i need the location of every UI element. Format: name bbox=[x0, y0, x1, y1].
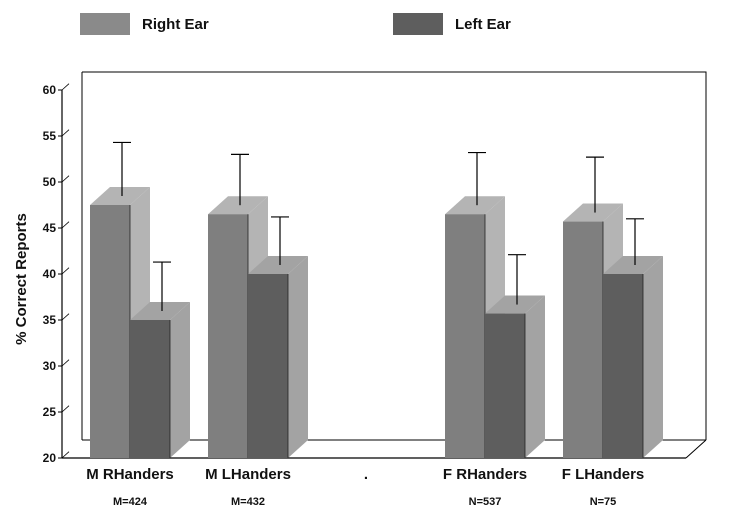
y-tick-label: 40 bbox=[43, 267, 57, 281]
chart-floor-right-edge bbox=[685, 439, 707, 459]
legend-swatch-right-ear bbox=[80, 13, 130, 35]
x-category-label: . bbox=[364, 466, 368, 483]
y-tick-depth bbox=[61, 405, 70, 413]
y-tick-label: 30 bbox=[43, 359, 57, 373]
bar-front-face bbox=[130, 320, 170, 458]
bar-top-face bbox=[130, 302, 190, 320]
sample-size-label: M=424 bbox=[113, 496, 148, 508]
sample-size-label: M=432 bbox=[231, 496, 265, 508]
y-tick-label: 25 bbox=[43, 405, 57, 419]
bar-top-face bbox=[563, 203, 623, 222]
y-tick-depth bbox=[61, 313, 70, 321]
bar-left-ear-4 bbox=[603, 256, 663, 458]
bar-side-face bbox=[170, 302, 190, 458]
y-tick-depth bbox=[61, 451, 70, 459]
y-tick-depth bbox=[61, 359, 70, 367]
legend-swatch-left-ear bbox=[393, 13, 443, 35]
y-tick-depth bbox=[61, 129, 70, 137]
bar-top-face bbox=[445, 196, 505, 215]
x-category-label: F LHanders bbox=[562, 466, 645, 483]
sample-size-label: N=537 bbox=[469, 496, 502, 508]
y-tick-depth bbox=[61, 221, 70, 229]
bar-left-ear-3 bbox=[485, 295, 545, 458]
y-tick-label: 45 bbox=[43, 221, 57, 235]
y-axis-title: % Correct Reports bbox=[13, 213, 30, 345]
y-tick-label: 55 bbox=[43, 129, 57, 143]
bar-top-face bbox=[90, 187, 150, 205]
bar-front-face bbox=[603, 274, 643, 458]
bar-left-ear-1 bbox=[248, 256, 308, 458]
bar-top-face bbox=[248, 256, 308, 274]
chart-wall-border bbox=[82, 71, 707, 440]
x-category-label: M LHanders bbox=[205, 466, 291, 483]
x-category-label: F RHanders bbox=[443, 466, 527, 483]
y-tick-label: 50 bbox=[43, 175, 57, 189]
bar-front-face bbox=[208, 214, 248, 458]
bar-side-face bbox=[525, 295, 545, 458]
y-tick-depth bbox=[61, 83, 70, 91]
legend-item-left-ear: Left Ear bbox=[393, 12, 511, 36]
bar-side-face bbox=[643, 256, 663, 458]
bar-left-ear-0 bbox=[130, 302, 190, 458]
bar-front-face bbox=[485, 313, 525, 458]
bar-front-face bbox=[563, 221, 603, 458]
bar-side-face bbox=[288, 256, 308, 458]
legend-label-left-ear: Left Ear bbox=[455, 15, 511, 33]
sample-size-label: N=75 bbox=[590, 496, 617, 508]
x-category-label: M RHanders bbox=[86, 466, 174, 483]
bar-front-face bbox=[445, 214, 485, 458]
legend-item-right-ear: Right Ear bbox=[80, 12, 209, 36]
bar-top-face bbox=[208, 196, 268, 215]
bar-front-face bbox=[248, 274, 288, 458]
bar-top-face bbox=[485, 295, 545, 314]
legend-label-right-ear: Right Ear bbox=[142, 15, 209, 33]
y-tick-label: 35 bbox=[43, 313, 57, 327]
bar-top-face bbox=[603, 256, 663, 274]
y-tick-depth bbox=[61, 175, 70, 183]
y-tick-depth bbox=[61, 267, 70, 275]
y-tick-label: 60 bbox=[43, 83, 57, 97]
y-tick-label: 20 bbox=[43, 451, 57, 465]
bar-front-face bbox=[90, 205, 130, 458]
